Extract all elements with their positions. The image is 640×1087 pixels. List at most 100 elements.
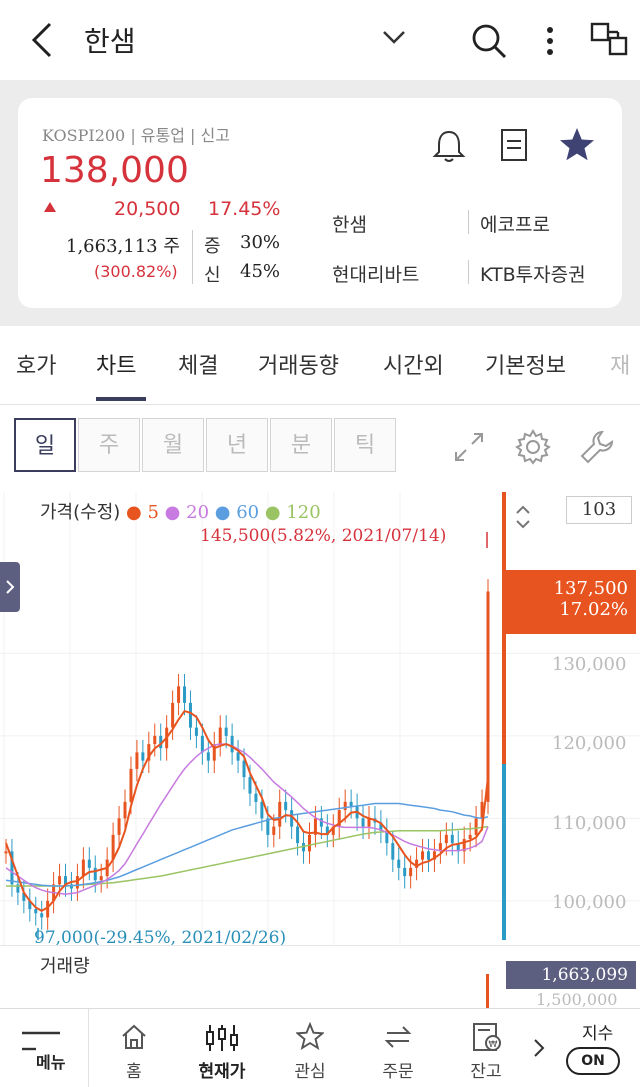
divider [468, 210, 469, 234]
candle-body [248, 777, 252, 794]
scale-bar-down [502, 764, 506, 940]
period-minute-button[interactable]: 분 [270, 418, 332, 472]
broker-1[interactable]: 한샘 [332, 214, 367, 236]
back-arrow-icon[interactable] [28, 20, 56, 60]
candle-body [4, 851, 8, 854]
candle-body [254, 793, 258, 802]
ma20-line [5, 743, 489, 896]
legend-dot-120: ● [264, 502, 281, 523]
gear-icon[interactable] [514, 428, 552, 466]
menu-button[interactable]: 메뉴 [0, 1009, 89, 1087]
legend-dot-60: ● [214, 502, 231, 523]
candle-body [224, 727, 228, 736]
star-filled-icon[interactable] [558, 126, 596, 162]
candle-body [284, 801, 288, 811]
more-vertical-icon[interactable] [540, 24, 560, 58]
tab-after-hours[interactable]: 시간외 [383, 354, 444, 379]
low-annotation: 97,000(-29.45%, 2021/02/26) [34, 928, 287, 948]
candle-body [153, 735, 157, 745]
period-month-button[interactable]: 월 [142, 418, 204, 472]
volume-ratio: (300.82%) [94, 262, 178, 281]
tab-trading-trend[interactable]: 거래동향 [258, 354, 339, 379]
candle-body [438, 843, 442, 852]
scale-value-box[interactable]: 103 [566, 496, 632, 524]
period-week-button[interactable]: 주 [78, 418, 140, 472]
nav-watchlist[interactable]: 관심 [266, 1009, 354, 1087]
candle-body [212, 744, 216, 761]
margin-label-1: 증 [204, 236, 221, 257]
candlestick-icon [204, 1023, 240, 1053]
bell-icon[interactable] [432, 128, 466, 164]
exchange-arrows-icon [384, 1023, 412, 1051]
wrench-icon[interactable] [578, 428, 616, 466]
nav-balance[interactable]: ₩ 잔고 [442, 1009, 530, 1087]
price-chart-area[interactable]: 가격(수정) ● 5 ● 20 ● 60 ● 120 145,500(5.82%… [0, 492, 640, 1009]
candle-body [81, 859, 85, 877]
price-chart[interactable] [0, 492, 640, 1008]
nav-order[interactable]: 주문 [354, 1009, 442, 1087]
scale-toggle-icon[interactable] [514, 504, 532, 530]
candle-body [87, 859, 91, 868]
candle-body [266, 818, 270, 835]
expand-icon[interactable] [452, 430, 486, 464]
candle-body [415, 859, 419, 868]
legend-ma120: 120 [286, 502, 321, 523]
volume-value-box: 1,663,099 [506, 961, 636, 989]
candle-body [307, 834, 311, 852]
candle-body [34, 909, 38, 914]
period-tick-button[interactable]: 틱 [334, 418, 396, 472]
current-price-box: 137,500 17.02% [506, 570, 636, 634]
candle-body [272, 826, 276, 835]
candle-body [111, 834, 115, 860]
tab-chart[interactable]: 차트 [96, 354, 137, 379]
volume-label: 거래량 [40, 956, 90, 977]
candle-body [278, 801, 282, 827]
volume: 1,663,113 주 [66, 236, 180, 257]
chevron-right-icon[interactable] [532, 1037, 546, 1059]
tab-basic-info[interactable]: 기본정보 [485, 354, 566, 379]
nav-current-price[interactable]: 현재가 [178, 1009, 266, 1087]
side-panel-handle[interactable] [0, 562, 20, 612]
candle-body [64, 876, 68, 885]
legend-price-label: 가격(수정) [40, 502, 121, 523]
candle-body [242, 760, 246, 778]
volume-tick-label: 1,500,000 [536, 990, 618, 1009]
bottom-navigation: 메뉴 홈 현재가 관심 주문 ₩ 잔고 지수 ON [0, 1008, 640, 1087]
broker-3[interactable]: 현대리바트 [332, 264, 420, 286]
candle-body [426, 851, 430, 860]
period-year-button[interactable]: 년 [206, 418, 268, 472]
chevron-down-icon[interactable] [382, 28, 406, 46]
index-toggle[interactable]: ON [566, 1047, 620, 1075]
candle-body [397, 859, 401, 868]
candle-body [361, 818, 365, 827]
multi-window-icon[interactable] [590, 22, 630, 58]
memo-icon[interactable] [500, 128, 528, 162]
divider [192, 230, 193, 284]
nav-home[interactable]: 홈 [90, 1009, 178, 1087]
margin-label-2: 신 [204, 265, 221, 286]
star-outline-icon [296, 1022, 324, 1050]
tab-more[interactable]: 재 [610, 354, 631, 379]
candle-body [171, 702, 175, 728]
margin-value-2: 45% [240, 261, 281, 282]
tab-trades[interactable]: 체결 [178, 354, 219, 379]
candle-body [206, 752, 210, 761]
candle-body [456, 843, 460, 852]
candle-body [302, 843, 306, 852]
volume-bar [486, 974, 489, 1008]
nav-watchlist-label: 관심 [294, 1062, 326, 1082]
candle-body [129, 768, 133, 802]
period-day-button[interactable]: 일 [14, 418, 76, 472]
broker-2[interactable]: 에코프로 [480, 214, 550, 236]
candle-body [147, 744, 151, 761]
candle-body [432, 851, 436, 860]
candle-body [260, 801, 264, 819]
tab-orderbook[interactable]: 호가 [16, 354, 57, 379]
candle-body [349, 801, 353, 806]
y-tick-label: 120,000 [552, 733, 627, 754]
divider [468, 260, 469, 284]
search-icon[interactable] [470, 22, 508, 60]
broker-4[interactable]: KTB투자증권 [480, 264, 586, 286]
scale-bar-up [502, 492, 506, 764]
candle-body [75, 876, 79, 889]
